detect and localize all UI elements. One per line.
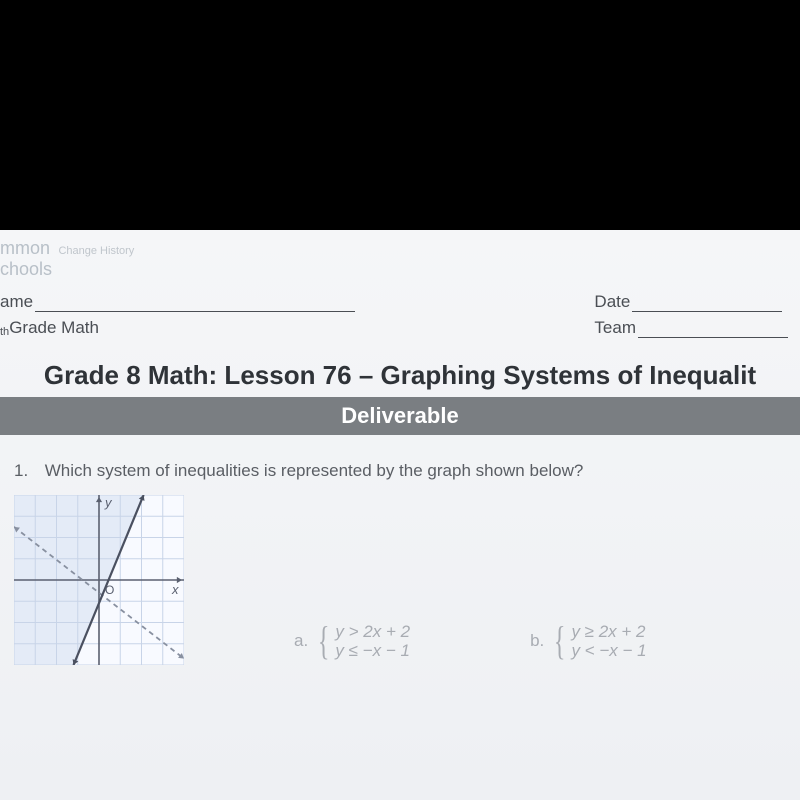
deliverable-bar: Deliverable xyxy=(0,397,800,435)
grade-label: Grade Math xyxy=(9,318,99,338)
name-label: ame xyxy=(0,292,33,312)
question-1: 1. Which system of inequalities is repre… xyxy=(14,461,790,481)
choice-b-label: b. xyxy=(530,631,544,651)
date-label: Date xyxy=(594,292,630,312)
choice-a-row2: y ≤ −x − 1 xyxy=(335,641,410,661)
left-fields: ame th Grade Math xyxy=(0,292,355,338)
choice-b-row2: y < −x − 1 xyxy=(571,641,646,661)
choice-a-row1: y > 2x + 2 xyxy=(335,622,410,642)
choice-a: a. { y > 2x + 2 y ≤ −x − 1 xyxy=(294,622,410,661)
graph-and-choices: yxO a. { y > 2x + 2 y ≤ −x − 1 b. { y ≥ … xyxy=(14,495,790,665)
choice-b-system: y ≥ 2x + 2 y < −x − 1 xyxy=(571,622,646,661)
worksheet-document: mmon Change History chools ame th Grade … xyxy=(0,230,800,800)
team-field: Team xyxy=(594,318,788,338)
logo-line-2: chools xyxy=(0,259,800,280)
name-line xyxy=(35,311,355,312)
date-field: Date xyxy=(594,292,788,312)
date-line xyxy=(632,311,782,312)
coordinate-graph: yxO xyxy=(14,495,184,665)
header-fields: ame th Grade Math Date Team xyxy=(0,284,800,342)
choice-b: b. { y ≥ 2x + 2 y < −x − 1 xyxy=(530,622,647,661)
question-number: 1. xyxy=(14,461,40,481)
school-logo: mmon Change History chools xyxy=(0,230,800,284)
team-label: Team xyxy=(594,318,636,338)
grade-field: th Grade Math xyxy=(0,318,355,338)
logo-line-1: mmon xyxy=(0,238,50,258)
name-field: ame xyxy=(0,292,355,312)
choice-a-label: a. xyxy=(294,631,308,651)
svg-text:O: O xyxy=(105,583,114,597)
right-fields: Date Team xyxy=(594,292,788,338)
choice-a-system: y > 2x + 2 y ≤ −x − 1 xyxy=(335,622,410,661)
graph-svg: yxO xyxy=(14,495,184,665)
brace-icon: { xyxy=(318,629,330,653)
answer-choices: a. { y > 2x + 2 y ≤ −x − 1 b. { y ≥ 2x +… xyxy=(294,622,647,665)
change-history-label: Change History xyxy=(58,245,134,257)
choice-b-row1: y ≥ 2x + 2 xyxy=(571,622,646,642)
team-line xyxy=(638,337,788,338)
lesson-title: Grade 8 Math: Lesson 76 – Graphing Syste… xyxy=(0,342,800,397)
svg-text:x: x xyxy=(171,582,179,597)
brace-icon: { xyxy=(554,629,566,653)
grade-sup: th xyxy=(0,326,9,338)
question-text: Which system of inequalities is represen… xyxy=(45,461,584,480)
question-area: 1. Which system of inequalities is repre… xyxy=(0,435,800,665)
